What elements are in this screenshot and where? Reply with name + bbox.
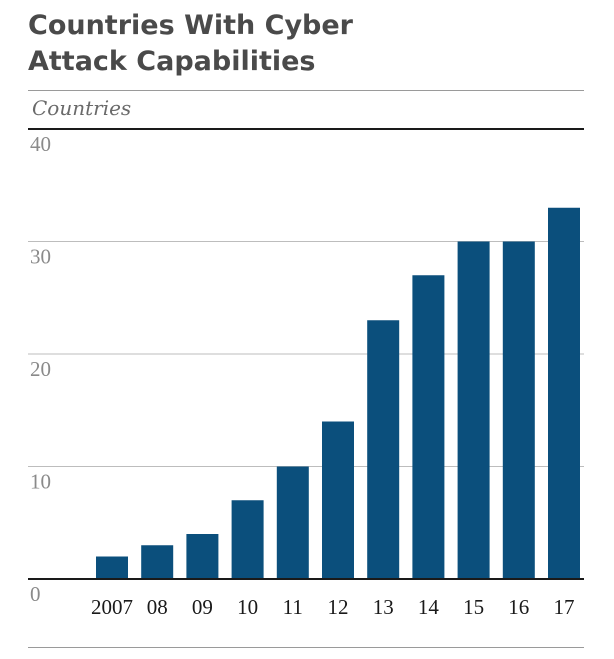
bar-15 [457, 241, 490, 579]
bar-09 [186, 534, 219, 579]
y-tick-label-20: 20 [30, 357, 51, 381]
bottom-divider [28, 647, 584, 648]
x-tick-label-15: 15 [463, 595, 484, 619]
bar-14 [412, 275, 445, 579]
bar-16 [502, 241, 535, 579]
chart-title: Countries With Cyber Attack Capabilities [28, 8, 588, 80]
y-tick-label-40: 40 [30, 132, 51, 156]
x-tick-label-11: 11 [283, 595, 303, 619]
y-tick-label-0: 0 [30, 582, 41, 606]
x-tick-label-13: 13 [373, 595, 394, 619]
x-tick-label-16: 16 [508, 595, 529, 619]
bar-08 [141, 545, 174, 579]
top-divider [28, 90, 584, 91]
x-tick-label-14: 14 [418, 595, 440, 619]
chart-title-line-2: Attack Capabilities [28, 46, 316, 77]
x-tick-label-2007: 2007 [91, 595, 133, 619]
chart-title-line-1: Countries With Cyber [28, 10, 354, 41]
bar-2007 [96, 556, 128, 579]
y-tick-label-10: 10 [30, 470, 51, 494]
x-tick-label-12: 12 [328, 595, 349, 619]
bar-11 [276, 466, 309, 579]
bar-13 [367, 320, 400, 579]
bar-17 [548, 207, 580, 579]
bar-10 [231, 500, 264, 579]
x-tick-label-08: 08 [147, 595, 168, 619]
x-tick-label-10: 10 [237, 595, 258, 619]
x-tick-label-09: 09 [192, 595, 213, 619]
y-tick-label-30: 30 [30, 245, 51, 269]
x-tick-label-17: 17 [554, 595, 575, 619]
bar-12 [322, 421, 354, 579]
y-axis-label: Countries [32, 96, 132, 120]
